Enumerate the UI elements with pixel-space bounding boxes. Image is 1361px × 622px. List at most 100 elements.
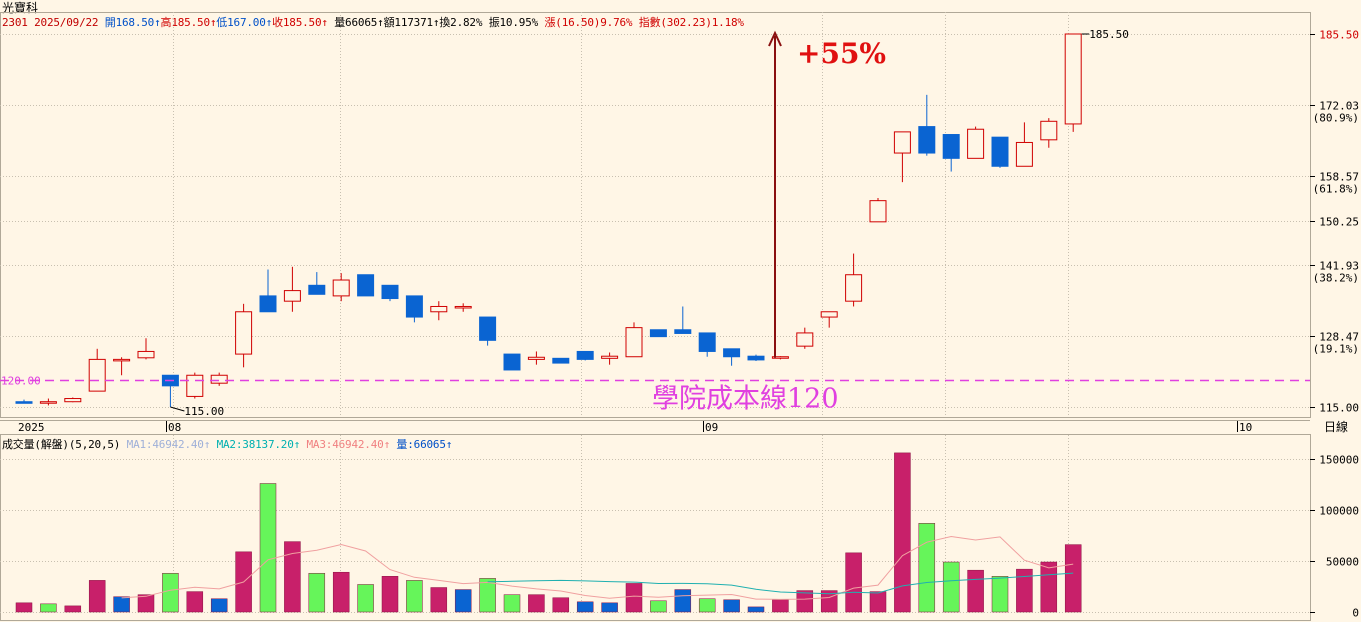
x-label-month: 09 <box>705 421 718 434</box>
candle-body <box>698 332 716 352</box>
volume-info-bar: 成交量(解盤)(5,20,5) MA1:46942.40↑ MA2:38137.… <box>2 436 452 452</box>
min-price-label: 115.00 <box>184 405 224 418</box>
volume-bar <box>772 599 789 613</box>
price-tick-label: 141.93 <box>1319 260 1359 273</box>
info-item-0: 2301 2025/09/22 <box>2 16 99 29</box>
volume-bar <box>88 580 106 613</box>
volume-bar <box>894 452 911 613</box>
volume-bar <box>162 572 179 613</box>
info-item-9: 漲(16.50)9.76% <box>538 16 633 29</box>
info-item-1: 開168.50↑ <box>98 16 161 29</box>
volume-bar <box>723 599 740 613</box>
volume-bar <box>454 589 472 613</box>
candle-body <box>64 398 82 403</box>
info-item-5: 量66065↑ <box>327 16 384 29</box>
candle-body <box>235 311 253 355</box>
fib-percent-label: (80.9%) <box>1313 112 1359 125</box>
volume-bar <box>430 587 448 613</box>
volume-ma5-line <box>121 535 1074 600</box>
volume-bar <box>210 598 228 613</box>
info-item-3: 低167.00↑ <box>216 16 273 29</box>
volume-legend-item-4: 量:66065↑ <box>390 438 453 451</box>
volume-legend-item-1: MA1:46942.40↑ <box>120 438 211 451</box>
candle-body <box>259 295 277 313</box>
volume-bar <box>381 576 399 613</box>
volume-bar <box>918 523 936 613</box>
candle-body <box>820 311 838 318</box>
stock-title: 光寶科 <box>2 1 39 15</box>
max-price-label: 185.50 <box>1089 28 1129 41</box>
candle-body <box>1064 33 1082 125</box>
candle-body <box>674 329 692 334</box>
volume-bar <box>284 541 301 613</box>
fib-percent-label: (38.2%) <box>1313 272 1359 285</box>
info-item-8: 振10.95% <box>482 16 539 29</box>
candle-body <box>1015 141 1033 167</box>
candle-body <box>893 131 911 154</box>
volume-bar <box>1016 568 1033 613</box>
candle-body <box>918 126 936 154</box>
gain-label: +55% <box>797 37 886 70</box>
x-label-month: 10 <box>1239 421 1252 434</box>
volume-tick-label: 50000 <box>1326 556 1359 569</box>
volume-bar <box>601 602 618 613</box>
candle-body <box>332 279 350 297</box>
info-item-4: 收185.50↑ <box>272 16 328 29</box>
volume-tick-label: 100000 <box>1319 505 1359 518</box>
volume-tick-label: 150000 <box>1319 454 1359 467</box>
info-item-10: 指數(302.23)1.18% <box>632 16 744 29</box>
volume-bar <box>796 590 814 613</box>
volume-legend-item-2: MA2:38137.20↑ <box>210 438 301 451</box>
volume-bar <box>650 600 667 613</box>
candle-body <box>88 358 106 392</box>
volume-bar <box>137 594 155 613</box>
candle-body <box>113 358 131 362</box>
candle-body <box>503 353 521 371</box>
candle-body <box>625 327 643 358</box>
candle-body <box>283 290 301 302</box>
candle-body <box>576 350 594 360</box>
volume-bar <box>40 603 57 613</box>
price-tick-label: 158.57 <box>1319 171 1359 184</box>
info-item-7: 換2.82% <box>439 16 483 29</box>
candle-body <box>210 374 228 384</box>
volume-bar <box>406 580 423 613</box>
candle-body <box>747 355 765 361</box>
volume-bar <box>869 591 887 613</box>
price-info-bar: 2301 2025/09/22 開168.50↑高185.50↑低167.00↑… <box>2 14 744 30</box>
volume-bar <box>357 584 374 613</box>
gain-arrow-head <box>768 30 782 47</box>
candle-body <box>430 305 448 313</box>
info-item-6: 額117371↑ <box>383 16 440 29</box>
volume-bar <box>674 589 692 613</box>
fib-percent-label: (19.1%) <box>1313 343 1359 356</box>
candle-body <box>39 401 57 404</box>
volume-bar <box>308 572 326 613</box>
volume-bar <box>259 483 277 613</box>
volume-bar <box>113 596 130 613</box>
candle-body <box>186 374 204 397</box>
volume-bar <box>625 583 643 613</box>
candle-body <box>15 401 33 404</box>
price-panel-frame <box>0 12 1311 418</box>
candle-body <box>552 357 570 364</box>
volume-ma20-line <box>487 572 1074 595</box>
candle-body <box>1040 120 1058 141</box>
candle-body <box>601 355 619 359</box>
volume-bar <box>991 576 1009 613</box>
candle-body <box>405 295 423 318</box>
volume-bar <box>503 594 521 613</box>
volume-bar <box>64 605 82 613</box>
candle-body <box>308 284 326 295</box>
candle-body <box>771 356 789 359</box>
volume-bar <box>747 606 765 613</box>
min-marker <box>170 406 185 412</box>
volume-bar <box>698 598 716 613</box>
candle-body <box>967 128 985 159</box>
x-label-month: 08 <box>168 421 181 434</box>
volume-legend-item-0: 成交量(解盤)(5,20,5) <box>2 438 121 451</box>
candle-body <box>527 356 545 360</box>
volume-bar <box>845 552 862 613</box>
